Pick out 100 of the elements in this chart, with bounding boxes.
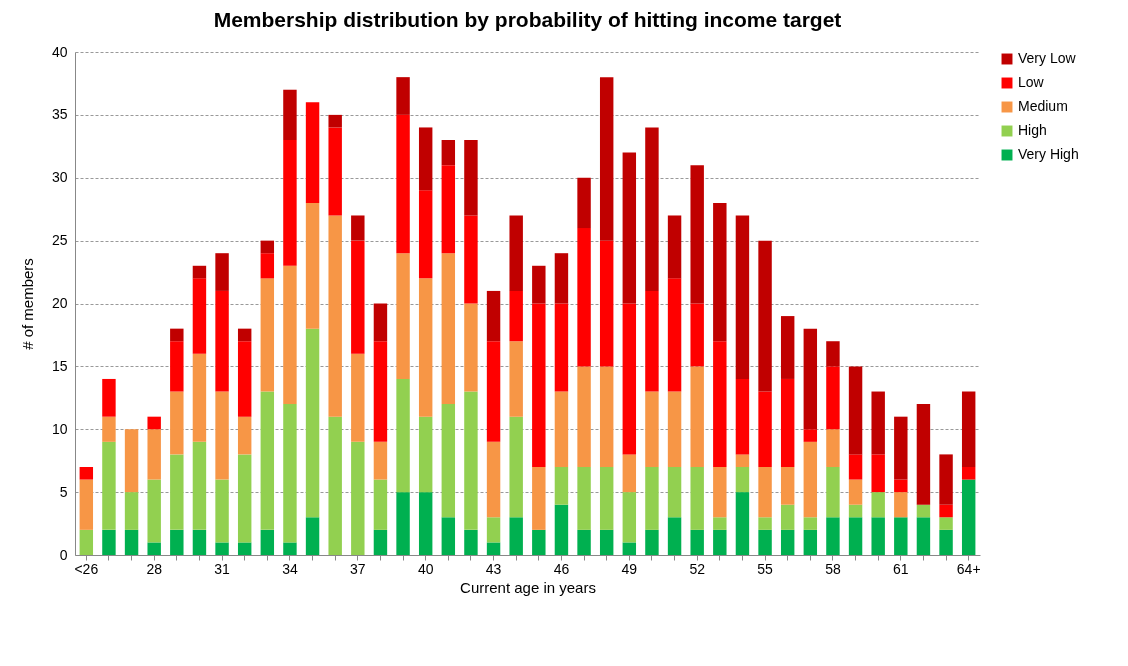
bar [848, 479, 863, 505]
x-tick-label: 49 [621, 560, 638, 577]
bar [803, 328, 818, 430]
x-tick-label: <26 [74, 560, 99, 577]
bar [871, 391, 885, 455]
bar [713, 466, 727, 518]
bar [373, 529, 388, 555]
bar [464, 303, 478, 392]
bar [147, 416, 161, 430]
bar [509, 215, 523, 291]
bar [848, 454, 863, 480]
bar [532, 466, 546, 530]
bar [283, 265, 297, 405]
bar [803, 429, 818, 442]
bar [79, 466, 94, 480]
bar [192, 529, 207, 555]
bar [124, 529, 139, 555]
bar [713, 529, 727, 555]
bar [780, 466, 795, 505]
bar [351, 240, 365, 354]
bar [645, 391, 659, 467]
bar [826, 429, 840, 467]
x-tick-label: 28 [146, 560, 163, 577]
bar [939, 517, 953, 530]
legend-label: Low [1018, 74, 1045, 90]
bar [418, 416, 433, 493]
bar [577, 177, 591, 229]
bar [894, 517, 908, 555]
bar [599, 529, 614, 555]
bar [622, 492, 637, 543]
bar [532, 303, 546, 467]
bar [464, 215, 478, 304]
bar [102, 441, 116, 530]
bar [124, 492, 139, 530]
bar [803, 529, 818, 555]
bar [690, 466, 704, 530]
bar [305, 517, 320, 555]
bar [102, 416, 116, 442]
bar [961, 391, 976, 467]
bar [894, 416, 908, 480]
bar [622, 454, 637, 493]
bar [170, 328, 184, 342]
bar [396, 492, 410, 555]
bar [283, 89, 297, 141]
bar [418, 190, 433, 279]
bar [758, 529, 772, 555]
bar [79, 479, 94, 530]
bar [554, 504, 569, 555]
bar [554, 391, 569, 467]
bar [599, 466, 614, 530]
bar [441, 253, 456, 405]
bar [237, 416, 252, 455]
bar [283, 140, 297, 266]
legend-label: Very High [1018, 146, 1079, 162]
bar [418, 492, 433, 555]
bar [780, 529, 795, 555]
bar [645, 529, 659, 555]
bar [147, 542, 161, 555]
bar [170, 391, 184, 455]
x-tick-label: 46 [553, 560, 570, 577]
bar [826, 341, 840, 367]
bar [735, 378, 750, 455]
legend-label: Medium [1018, 98, 1068, 114]
bar [215, 253, 229, 291]
bar [599, 77, 614, 241]
bar [418, 127, 433, 191]
bar [305, 202, 320, 329]
y-tick-label: 0 [59, 546, 68, 563]
x-tick-label: 61 [893, 560, 909, 577]
bar [79, 529, 94, 555]
bar [396, 77, 410, 115]
y-tick-label: 10 [51, 420, 68, 437]
bar [667, 517, 682, 555]
bar [826, 517, 840, 555]
bar [961, 466, 976, 480]
bar [554, 466, 569, 505]
bar [667, 391, 682, 467]
x-tick-label: 52 [689, 560, 706, 577]
bar [735, 215, 750, 379]
bar [939, 529, 953, 555]
bar [622, 152, 637, 304]
bar [486, 517, 501, 543]
bar [328, 127, 342, 216]
bar [577, 466, 591, 530]
x-tick-label: 64+ [956, 560, 981, 577]
bar [396, 378, 410, 493]
bar [328, 416, 342, 555]
bar [124, 429, 139, 493]
bar [713, 341, 727, 467]
bar [961, 479, 976, 555]
bar [102, 378, 116, 417]
bar [486, 542, 501, 555]
bar [170, 454, 184, 530]
bar [894, 479, 908, 493]
bar [690, 303, 704, 367]
bar [509, 290, 523, 342]
bar [441, 517, 456, 555]
bar [351, 441, 365, 555]
x-axis-title: Current age in years [460, 578, 596, 596]
bar [690, 529, 704, 555]
